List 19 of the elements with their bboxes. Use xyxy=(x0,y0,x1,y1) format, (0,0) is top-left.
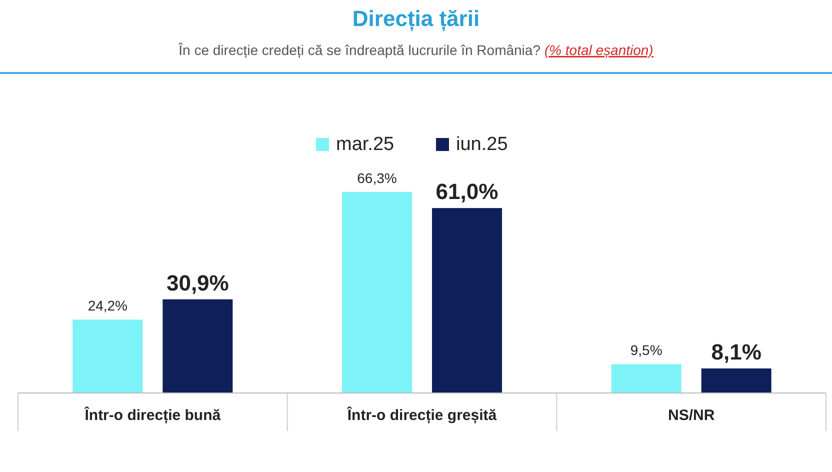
data-label: 30,9% xyxy=(166,270,229,296)
data-label: 61,0% xyxy=(436,179,498,204)
bar xyxy=(611,364,682,393)
data-label: 66,3% xyxy=(357,170,397,186)
chart-title: Direcția țării xyxy=(352,6,480,32)
bar xyxy=(162,299,233,393)
bar xyxy=(342,192,412,393)
x-tick-label: Într-o direcție greșită xyxy=(346,406,498,424)
bar xyxy=(72,320,143,393)
legend-label: mar.25 xyxy=(336,134,394,155)
data-label: 24,2% xyxy=(88,298,128,314)
bar xyxy=(701,368,772,393)
bar xyxy=(432,208,502,393)
x-tick-label: NS/NR xyxy=(668,407,715,424)
legend-label: iun.25 xyxy=(456,134,508,155)
data-label: 9,5% xyxy=(630,342,662,358)
chart-subtitle: În ce direcție credeți că se îndreaptă lucrurile în România? (% total eșantion) xyxy=(178,42,654,59)
x-tick-label: Într-o direcție bună xyxy=(84,406,222,424)
data-label: 8,1% xyxy=(711,339,762,364)
